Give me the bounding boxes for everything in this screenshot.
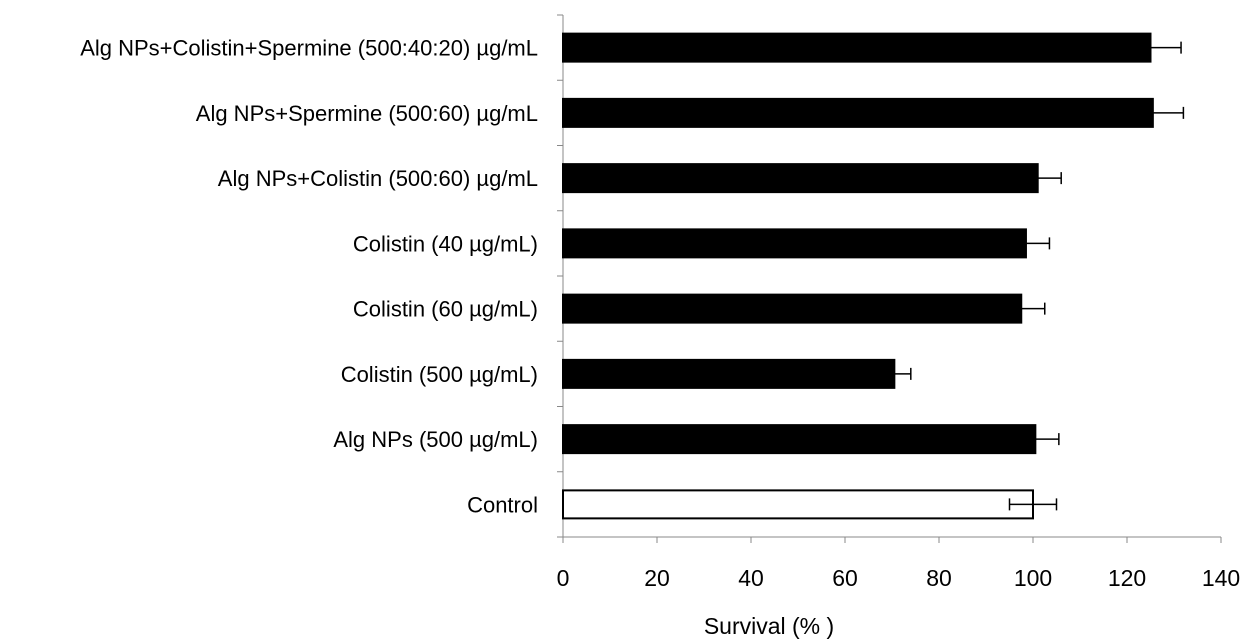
x-tick-label: 140 (1202, 565, 1240, 591)
category-label: Alg NPs (500 µg/mL) (333, 427, 538, 452)
bar (562, 32, 1152, 63)
x-tick-label: 100 (1014, 565, 1052, 591)
bar (562, 163, 1039, 194)
bar (562, 358, 896, 389)
x-tick-label: 0 (557, 565, 570, 591)
category-label: Alg NPs+Colistin+Spermine (500:40:20) µg… (80, 36, 538, 61)
bar (562, 424, 1037, 455)
category-label: Alg NPs+Colistin (500:60) µg/mL (218, 166, 538, 191)
x-tick-label: 120 (1108, 565, 1146, 591)
bar (562, 97, 1154, 128)
x-axis-title: Survival (% ) (704, 613, 834, 639)
category-label: Colistin (500 µg/mL) (341, 362, 538, 387)
bar (562, 293, 1023, 324)
x-tick-label: 60 (832, 565, 858, 591)
category-label: Colistin (40 µg/mL) (353, 231, 538, 256)
x-tick-label: 80 (926, 565, 952, 591)
category-label: Colistin (60 µg/mL) (353, 297, 538, 322)
bar (562, 489, 1034, 520)
bar (562, 228, 1027, 259)
category-label: Control (467, 492, 538, 517)
plot-area: 0 20 40 60 80 100 120 140 Control Alg NPs (500 µg… (80, 14, 1240, 591)
category-label: Alg NPs+Spermine (500:60) µg/mL (196, 101, 538, 126)
x-tick-label: 20 (644, 565, 670, 591)
x-tick-label: 40 (738, 565, 764, 591)
